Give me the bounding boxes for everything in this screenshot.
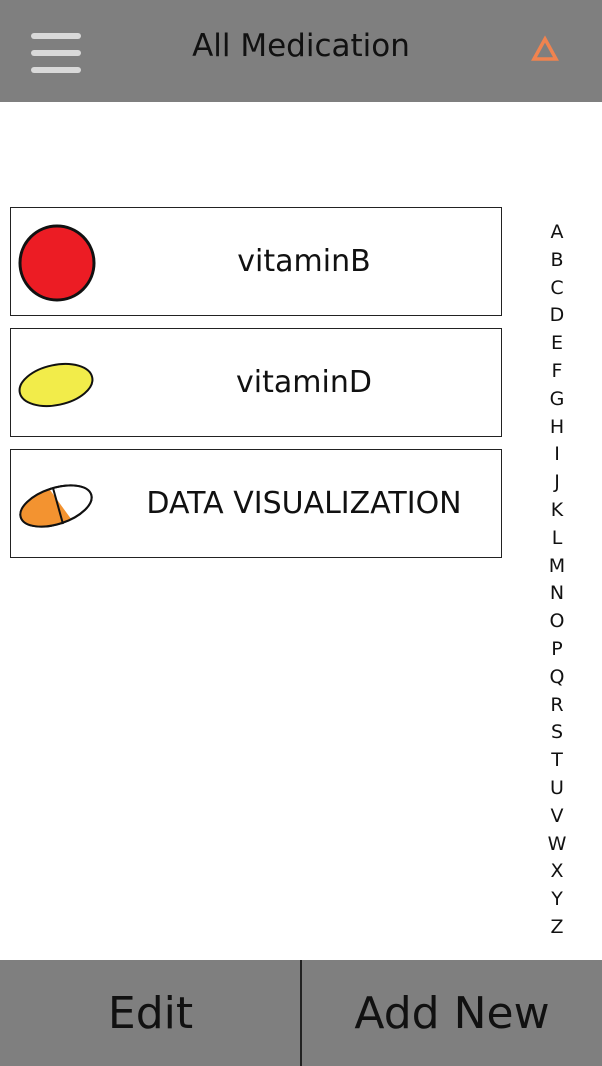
red-round-pill-icon	[17, 222, 97, 302]
index-letter-v[interactable]: V	[550, 804, 564, 827]
index-letter-d[interactable]: D	[549, 304, 565, 327]
index-letter-b[interactable]: B	[550, 248, 564, 271]
index-letter-w[interactable]: W	[547, 832, 567, 855]
index-letter-l[interactable]: L	[551, 526, 563, 549]
index-letter-m[interactable]: M	[548, 554, 566, 577]
edit-button[interactable]: Edit	[107, 987, 194, 1039]
orange-white-capsule-icon	[17, 464, 97, 544]
index-letter-e[interactable]: E	[550, 332, 563, 355]
index-letter-z[interactable]: Z	[550, 915, 564, 938]
medication-name: vitaminB	[237, 244, 371, 279]
index-letter-n[interactable]: N	[549, 582, 565, 605]
page-title: All Medication	[192, 28, 410, 64]
toolbar-divider	[300, 960, 302, 1066]
header-bar: All Medication	[0, 0, 602, 102]
bottom-toolbar: Edit Add New	[0, 960, 602, 1066]
medication-name: DATA VISUALIZATION	[146, 486, 462, 521]
triangle-alert-icon[interactable]	[531, 35, 559, 63]
index-letter-i[interactable]: I	[554, 443, 560, 466]
medication-item-vitamind[interactable]: vitaminD	[10, 328, 502, 437]
hamburger-menu-icon[interactable]	[31, 33, 81, 73]
index-letter-a[interactable]: A	[550, 221, 564, 243]
index-letter-f[interactable]: F	[551, 359, 563, 382]
index-letter-j[interactable]: J	[554, 471, 560, 494]
medication-name: vitaminD	[236, 365, 372, 400]
medication-item-data-visualization[interactable]: DATA VISUALIZATION	[10, 449, 502, 558]
index-letter-k[interactable]: K	[550, 498, 564, 521]
index-letter-s[interactable]: S	[550, 721, 564, 744]
index-letter-q[interactable]: Q	[549, 665, 565, 688]
index-letter-o[interactable]: O	[549, 610, 565, 633]
add-new-button[interactable]: Add New	[354, 987, 550, 1039]
index-letter-r[interactable]: R	[550, 693, 564, 716]
medication-item-vitaminb[interactable]: vitaminB	[10, 207, 502, 316]
index-letter-t[interactable]: T	[551, 749, 563, 772]
index-letter-x[interactable]: X	[550, 860, 564, 883]
index-letter-g[interactable]: G	[549, 387, 565, 410]
index-letter-h[interactable]: H	[549, 415, 565, 438]
index-letter-p[interactable]: P	[551, 637, 563, 660]
index-letter-y[interactable]: Y	[551, 888, 563, 911]
index-letter-c[interactable]: C	[550, 276, 564, 299]
yellow-oval-pill-icon	[17, 343, 97, 423]
index-letter-u[interactable]: U	[550, 776, 564, 799]
